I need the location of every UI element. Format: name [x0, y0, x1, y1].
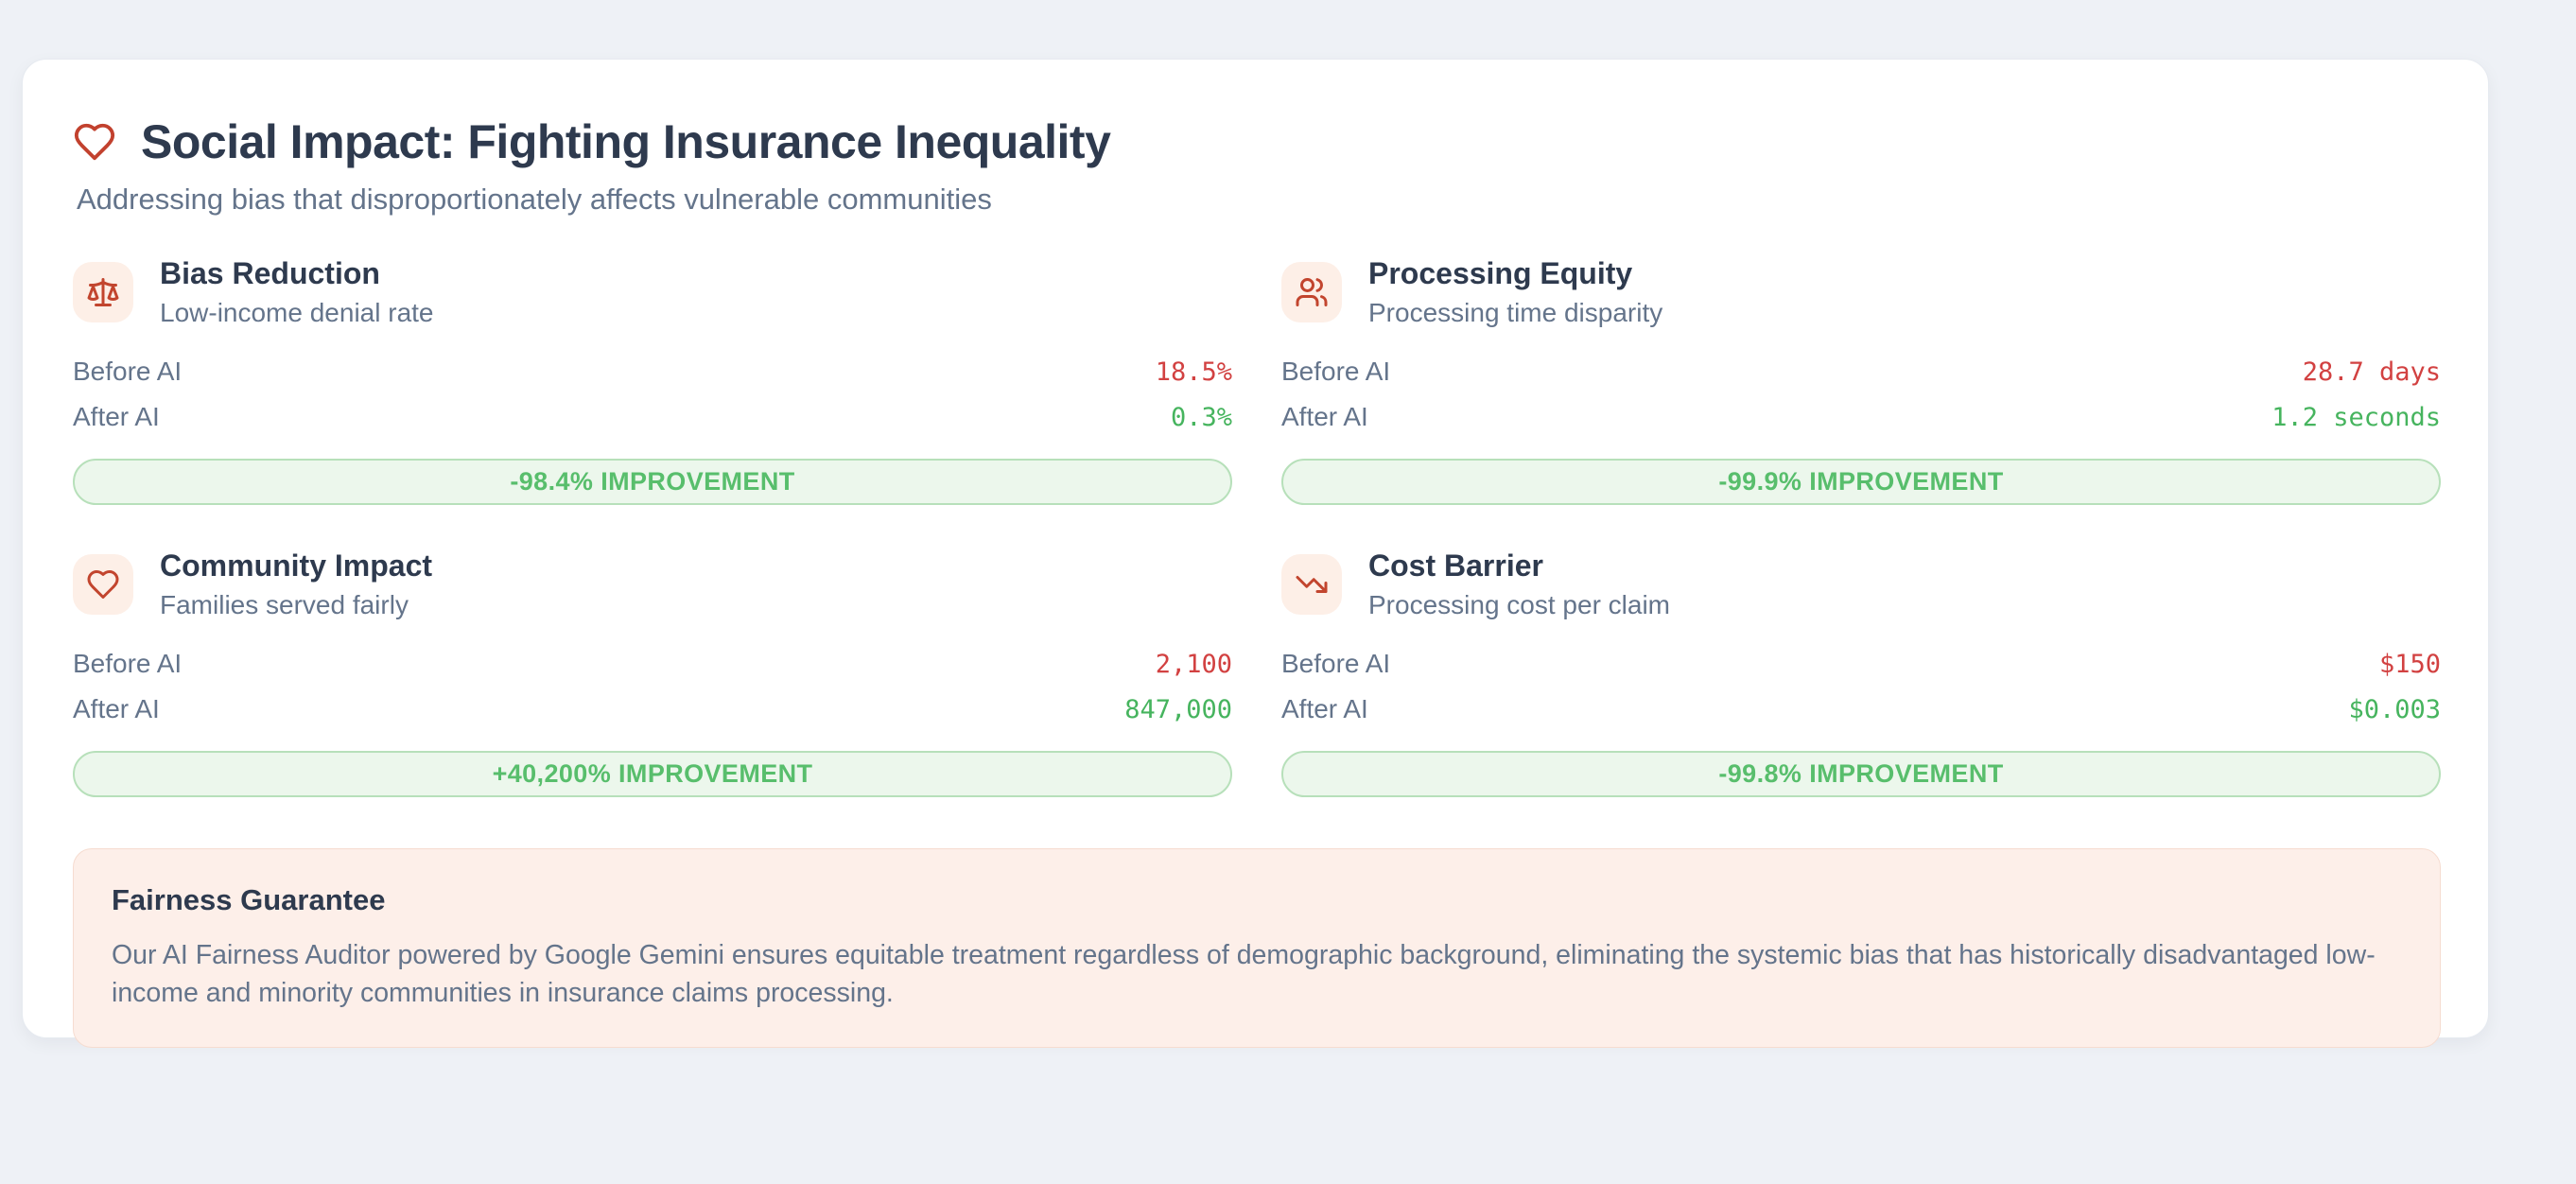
users-icon	[1281, 262, 1342, 322]
before-ai-row: Before AI 28.7 days	[1281, 357, 2441, 387]
metric-subtitle: Processing cost per claim	[1368, 590, 1671, 619]
metric-title: Cost Barrier	[1368, 548, 1543, 583]
metric-header: Community Impact Families served fairly	[73, 548, 1232, 620]
after-ai-row: After AI 847,000	[73, 694, 1232, 724]
before-ai-label: Before AI	[73, 357, 183, 386]
metric-subtitle: Low-income denial rate	[160, 298, 434, 327]
trending-down-icon	[1281, 554, 1342, 615]
after-ai-value: 0.3%	[1170, 402, 1232, 432]
after-ai-value: 1.2 seconds	[2271, 402, 2441, 432]
after-ai-row: After AI $0.003	[1281, 694, 2441, 724]
metric-title: Bias Reduction	[160, 256, 380, 290]
page-subtitle: Addressing bias that disproportionately …	[77, 183, 992, 216]
before-ai-value: 2,100	[1155, 649, 1232, 679]
scale-icon	[73, 262, 133, 322]
before-ai-row: Before AI $150	[1281, 649, 2441, 679]
metric-card-cost-barrier: Cost Barrier Processing cost per claim B…	[1281, 548, 2441, 797]
after-ai-row: After AI 0.3%	[73, 402, 1232, 432]
before-ai-row: Before AI 18.5%	[73, 357, 1232, 387]
metric-card-processing-equity: Processing Equity Processing time dispar…	[1281, 256, 2441, 505]
metric-card-community-impact: Community Impact Families served fairly …	[73, 548, 1232, 797]
after-ai-label: After AI	[1281, 402, 1368, 431]
before-ai-value: $150	[2378, 649, 2441, 679]
before-ai-row: Before AI 2,100	[73, 649, 1232, 679]
metric-subtitle: Processing time disparity	[1368, 298, 1663, 327]
after-ai-label: After AI	[73, 402, 160, 431]
page-header: Social Impact: Fighting Insurance Inequa…	[73, 114, 2441, 169]
after-ai-value: 847,000	[1124, 694, 1232, 724]
social-impact-card: Social Impact: Fighting Insurance Inequa…	[22, 59, 2489, 1048]
before-ai-label: Before AI	[73, 649, 183, 678]
before-ai-value: 28.7 days	[2302, 357, 2441, 387]
metric-card-bias-reduction: Bias Reduction Low-income denial rate Be…	[73, 256, 1232, 505]
metrics-grid: Bias Reduction Low-income denial rate Be…	[73, 256, 2441, 797]
page-title: Social Impact: Fighting Insurance Inequa…	[141, 115, 1111, 168]
metric-rows: Before AI 28.7 days After AI 1.2 seconds	[1281, 357, 2441, 432]
heart-icon	[73, 554, 133, 615]
after-ai-label: After AI	[1281, 694, 1368, 723]
improvement-badge: -99.8% IMPROVEMENT	[1281, 751, 2441, 797]
metric-title: Community Impact	[160, 548, 433, 583]
before-ai-value: 18.5%	[1155, 357, 1232, 387]
improvement-badge: +40,200% IMPROVEMENT	[73, 751, 1232, 797]
fairness-title: Fairness Guarantee	[112, 883, 386, 916]
metric-subtitle: Families served fairly	[160, 590, 409, 619]
metric-header: Bias Reduction Low-income denial rate	[73, 256, 1232, 328]
metric-rows: Before AI 2,100 After AI 847,000	[73, 649, 1232, 724]
metric-rows: Before AI 18.5% After AI 0.3%	[73, 357, 1232, 432]
after-ai-value: $0.003	[2348, 694, 2441, 724]
metric-rows: Before AI $150 After AI $0.003	[1281, 649, 2441, 724]
improvement-badge: -99.9% IMPROVEMENT	[1281, 459, 2441, 505]
fairness-body: Our AI Fairness Auditor powered by Googl…	[112, 940, 2376, 1009]
metric-header: Processing Equity Processing time dispar…	[1281, 256, 2441, 328]
improvement-badge: -98.4% IMPROVEMENT	[73, 459, 1232, 505]
before-ai-label: Before AI	[1281, 357, 1391, 386]
after-ai-row: After AI 1.2 seconds	[1281, 402, 2441, 432]
fairness-guarantee-panel: Fairness Guarantee Our AI Fairness Audit…	[73, 848, 2441, 1048]
heart-icon	[74, 123, 115, 161]
after-ai-label: After AI	[73, 694, 160, 723]
before-ai-label: Before AI	[1281, 649, 1391, 678]
metric-header: Cost Barrier Processing cost per claim	[1281, 548, 2441, 620]
metric-title: Processing Equity	[1368, 256, 1633, 290]
